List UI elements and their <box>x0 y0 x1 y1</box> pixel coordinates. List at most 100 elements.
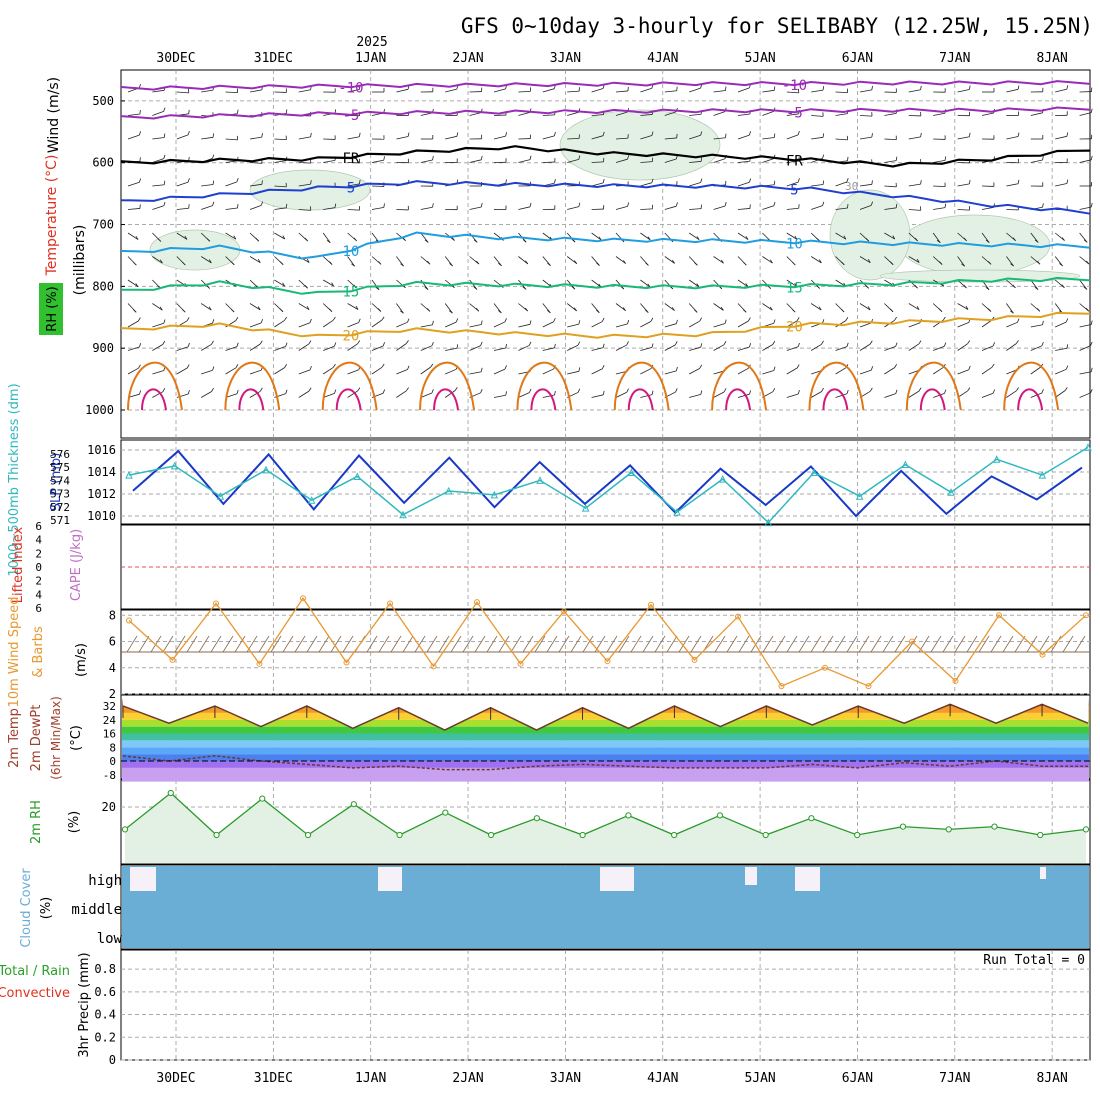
x-tick-top-6JAN: 6JAN <box>842 51 873 66</box>
wind-barb <box>981 392 994 398</box>
thickness-marker <box>262 465 270 474</box>
wind-barb <box>1030 366 1041 375</box>
wind-barb <box>762 158 774 163</box>
wind-barb-flag <box>1017 179 1020 184</box>
wind-barb-flag <box>694 262 698 266</box>
wind-barb <box>249 322 262 328</box>
wind-barb-flag <box>529 155 532 160</box>
label-convective: Convective <box>0 986 70 1001</box>
wind-barb-10m <box>858 635 870 653</box>
wind-barb-flag <box>577 388 581 393</box>
wind-barb <box>688 232 700 241</box>
wind-barb-flag <box>285 203 288 208</box>
wind-barb-flag <box>627 202 630 207</box>
wind-barb-flag <box>528 341 532 346</box>
wind-barb <box>908 89 921 93</box>
thickness-y-tick-576: 576 <box>50 448 70 461</box>
wind-barb-flag <box>1090 203 1093 208</box>
wind-barb <box>1006 390 1017 398</box>
wind-barb <box>542 347 555 351</box>
wind-barb <box>274 320 285 328</box>
wind-barb-flag <box>475 307 480 312</box>
rh-marker <box>671 831 678 839</box>
wind-barb <box>274 279 285 287</box>
wind-barb-flag <box>334 203 337 208</box>
wind-barb-10m <box>990 635 1002 653</box>
wind-barb-flag <box>627 155 630 160</box>
wind-barb <box>420 324 433 328</box>
wind-barb-flag <box>212 133 215 138</box>
wind-speed-marker <box>256 660 263 667</box>
wind-barb-flag <box>188 109 190 114</box>
wind-barb <box>567 90 580 93</box>
wind-barb <box>786 393 799 398</box>
wind-barb <box>933 185 946 188</box>
wind-speed-marker <box>778 683 785 690</box>
wind-barb <box>615 137 628 140</box>
wind-barb <box>762 205 774 210</box>
wind-barb <box>1006 183 1019 187</box>
wind-barb-flag <box>578 202 581 207</box>
wind-barb <box>567 111 579 116</box>
wind-barb-flag <box>1037 260 1041 265</box>
wind-barb-flag <box>942 316 946 321</box>
wind-barb <box>591 279 602 288</box>
wind-barb <box>640 182 653 187</box>
wind-barb-flag <box>424 286 429 290</box>
temp-contour-label-15: 15 <box>786 280 803 296</box>
wind-barb <box>811 391 822 398</box>
wind-barb <box>884 367 895 375</box>
wind-barb <box>542 321 554 328</box>
wind-barb-flag <box>132 309 137 313</box>
wind-barb-flag <box>647 236 651 241</box>
label-wind-0: Wind (m/s) <box>46 77 62 153</box>
wind-barb <box>762 89 775 93</box>
wind-barb <box>859 183 872 187</box>
wind-barb-flag <box>448 310 453 314</box>
wind-barb-flag <box>675 341 678 346</box>
wind-barb-flag <box>749 178 752 183</box>
wind-barb <box>835 232 847 240</box>
wind-barb-flag <box>355 305 359 310</box>
x-tick-bottom-3JAN: 3JAN <box>550 1071 581 1086</box>
wind-barb-10m <box>810 635 822 653</box>
wind-barb-flag <box>449 263 453 267</box>
wind-barb <box>274 346 286 351</box>
temp-contour-25-loop <box>127 361 183 411</box>
wind-barb-10m <box>726 635 738 653</box>
wind-barb <box>298 390 310 398</box>
wind-barb-flag <box>918 340 922 345</box>
wind-barb-10m <box>690 635 702 653</box>
wind-barb-flag <box>282 235 286 240</box>
wind-speed-marker <box>387 600 393 607</box>
wind-barb-flag <box>308 340 312 345</box>
wind-barb <box>445 88 457 93</box>
wind-barb-10m <box>618 635 630 653</box>
wind-barb <box>713 205 726 210</box>
wind-barb-flag <box>847 156 849 161</box>
wind-barb <box>298 209 311 211</box>
label-wind10m: 10m Wind Speed <box>7 597 22 708</box>
wind-barb-flag <box>818 306 822 311</box>
wind-barb-flag <box>920 85 922 90</box>
wind-barb-flag <box>553 317 556 322</box>
wind-barb-flag <box>407 365 410 370</box>
wind-barb-flag <box>186 317 190 322</box>
wind-y-tick-8: 8 <box>109 608 116 622</box>
wind-barb-flag <box>961 263 965 267</box>
cloud-level-middle: middle <box>71 902 122 918</box>
wind-barb-flag <box>769 306 773 311</box>
wind-barb-flag <box>894 364 898 368</box>
wind-barb-flag <box>546 309 551 314</box>
wind-barb-10m <box>462 635 474 653</box>
wind-barb <box>347 303 359 310</box>
wind-barb-10m <box>306 635 318 653</box>
wind-barb <box>396 303 404 314</box>
rh-shade-patch <box>559 109 721 181</box>
wind-barb <box>810 303 822 311</box>
wind-barb <box>664 205 677 210</box>
thickness-marker <box>536 476 544 484</box>
wind-barb-flag <box>602 364 605 369</box>
wind-barb-flag <box>1042 156 1044 161</box>
temp-contour-label-5: 5 <box>790 182 798 198</box>
